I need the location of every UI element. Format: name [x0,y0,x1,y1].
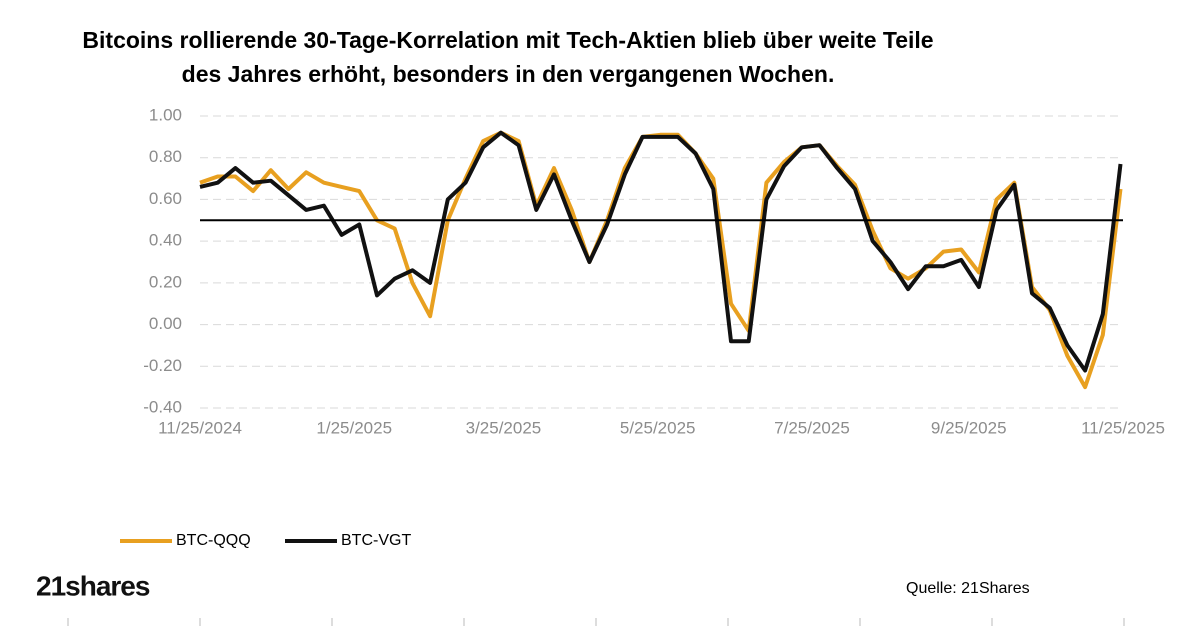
legend-label: BTC-VGT [341,532,411,549]
y-tick-label: -0.20 [143,356,182,375]
x-tick-label: 9/25/2025 [931,418,1007,437]
data-line [199,130,1123,390]
y-tick-label: 0.60 [149,189,182,208]
x-tick-label: 11/25/2024 [158,418,242,437]
y-tick-label: 0.80 [149,147,182,166]
chart-title: Bitcoins rollierende 30-Tage-Korrelation… [82,27,933,53]
x-tick-label: 3/25/2025 [466,418,542,437]
x-tick-label: 7/25/2025 [774,418,850,437]
chart-title: des Jahres erhöht, besonders in den verg… [182,61,835,87]
x-tick-label: 1/25/2025 [316,418,392,437]
legend-label: BTC-QQQ [176,532,251,549]
logo: 21shares [36,570,150,601]
y-tick-label: 0.00 [149,314,182,333]
y-tick-label: 0.20 [149,272,182,291]
data-line [199,130,1123,373]
y-tick-label: 1.00 [149,105,182,124]
x-tick-label: 11/25/2025 [1081,418,1165,437]
x-tick-label: 5/25/2025 [620,418,696,437]
y-tick-label: -0.40 [143,397,182,416]
bottom-ticks [67,618,1125,626]
source: Quelle: 21Shares [906,580,1030,597]
y-tick-label: 0.40 [149,231,182,250]
